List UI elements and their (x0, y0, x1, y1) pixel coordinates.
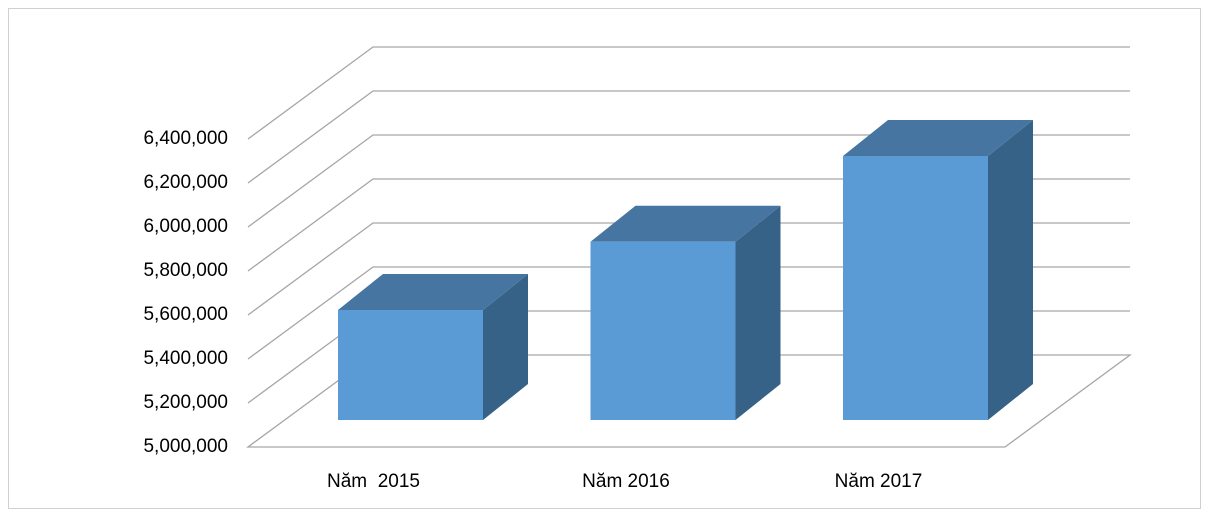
bar (338, 274, 528, 420)
x-tick-label: Năm 2016 (582, 471, 670, 492)
x-tick-label: Năm 2017 (835, 471, 923, 492)
y-tick-label: 5,000,000 (143, 436, 228, 457)
y-tick-label: 5,800,000 (143, 260, 228, 281)
bar-top (338, 274, 528, 310)
bar-top (843, 120, 1033, 156)
bar-front (590, 241, 736, 420)
bar-top (590, 205, 781, 242)
x-tick-label: Năm 2015 (327, 471, 420, 492)
grid-line (247, 46, 1130, 140)
y-tick-label: 5,600,000 (143, 304, 228, 325)
grid-line (247, 90, 1130, 184)
bar (843, 120, 1033, 420)
bar-front (338, 310, 483, 420)
bar-side (483, 274, 528, 420)
y-tick-label: 5,400,000 (143, 348, 228, 369)
y-tick-label: 6,200,000 (143, 172, 228, 193)
floor (246, 354, 1132, 448)
bar-side (735, 205, 781, 420)
y-tick-label: 5,200,000 (143, 392, 228, 413)
bar (590, 205, 781, 420)
bar-side (988, 120, 1033, 420)
y-tick-label: 6,000,000 (143, 216, 228, 237)
bar-front (843, 156, 988, 420)
y-tick-label: 6,400,000 (143, 128, 228, 149)
